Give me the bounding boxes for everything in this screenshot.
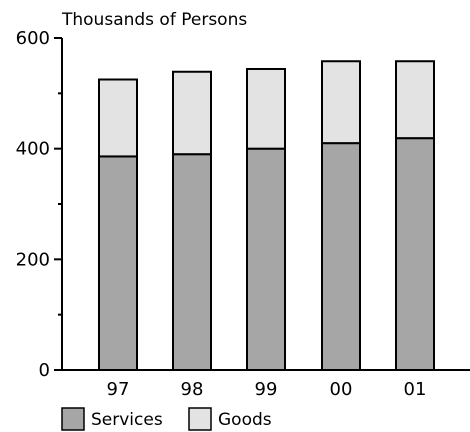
bar-services-01 — [395, 137, 435, 371]
y-tick-label-400: 400 — [16, 139, 50, 160]
legend-label-services: Services — [91, 410, 163, 430]
legend: Services Goods — [61, 407, 272, 431]
x-tick-label-98: 98 — [181, 379, 204, 400]
y-tick-label-0: 0 — [39, 360, 50, 381]
bars-group — [98, 60, 435, 371]
bar-goods-99 — [246, 67, 286, 150]
bar-goods-00 — [321, 60, 361, 145]
bar-goods-97 — [98, 78, 138, 158]
y-tick-label-600: 600 — [16, 28, 50, 49]
y-axis-unit-label: Thousands of Persons — [61, 10, 247, 30]
bar-goods-98 — [172, 70, 212, 156]
x-tick-label-97: 97 — [107, 379, 130, 400]
bar-services-97 — [98, 155, 138, 371]
bar-goods-01 — [395, 60, 435, 140]
x-tick-label-99: 99 — [255, 379, 278, 400]
bar-services-00 — [321, 142, 361, 371]
x-labels-group: 97 98 99 00 01 — [107, 379, 427, 400]
legend-label-goods: Goods — [218, 410, 272, 430]
y-ticks-group: 0 200 400 600 — [16, 28, 62, 381]
y-tick-label-200: 200 — [16, 249, 50, 270]
x-tick-label-00: 00 — [330, 379, 353, 400]
bar-services-98 — [172, 153, 212, 371]
x-tick-label-01: 01 — [404, 379, 427, 400]
legend-swatch-services — [61, 407, 85, 431]
bar-services-99 — [246, 147, 286, 371]
legend-swatch-goods — [188, 407, 212, 431]
